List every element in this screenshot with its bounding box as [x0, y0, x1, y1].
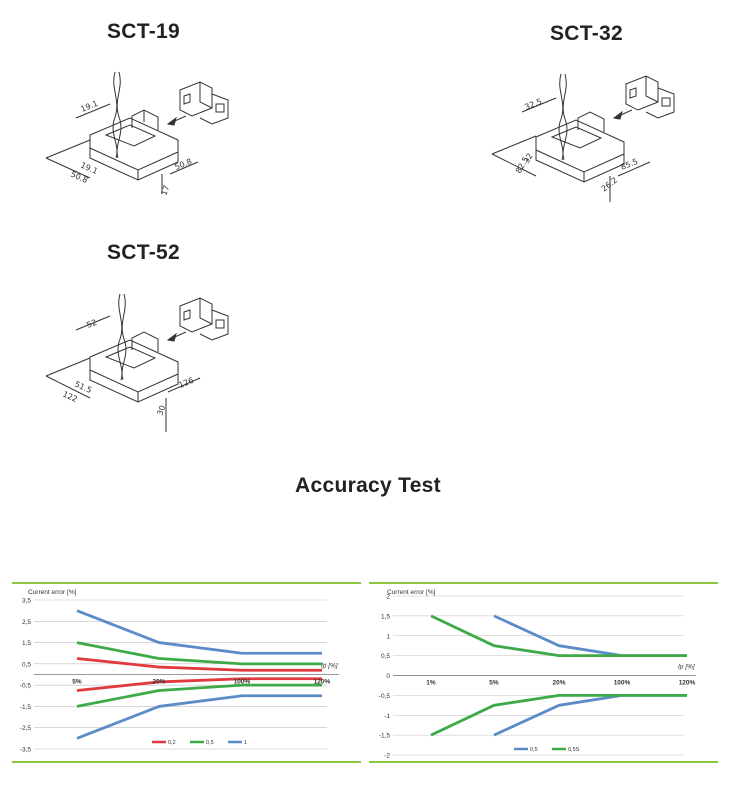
accuracy-chart-left: Current error [%] 3,5 2,5 1,5 0,5 -0,5 -1,5 -2,…: [12, 582, 361, 763]
chart-series-line: [76, 677, 322, 692]
product-title-sct52: SCT-52: [107, 241, 180, 264]
chart-series-line: [76, 609, 322, 655]
chart-x-tick-label: 100%: [234, 679, 251, 686]
sct52-dim-b: 51.5: [73, 380, 93, 395]
chart-y-tick-label: 0,5: [22, 661, 31, 668]
chart-y-tick-label: -3,5: [20, 747, 32, 754]
sct19-dim-d: 50.8: [173, 157, 193, 172]
sct32-dim-e: 26.2: [600, 176, 620, 194]
accuracy-chart-right: Current error [%]2 1,5 1 0,5 0 -0,5 -1 -1,5 -2 Ip…: [369, 582, 718, 763]
chart-y-tick-label: 0,5: [381, 653, 390, 660]
chart-series-line: [430, 693, 687, 737]
chart-y-tick-label: -0,5: [379, 693, 391, 700]
chart-y-tick-label: 1: [386, 633, 390, 640]
chart-y-tick-label: 3,5: [22, 598, 31, 605]
chart-series-line: [76, 683, 322, 708]
chart-y-tick-label: 1,5: [22, 640, 31, 647]
chart-legend-label: 0,5: [530, 747, 538, 753]
chart-y-tick-label: 1,5: [381, 613, 390, 620]
chart-series-line: [76, 641, 322, 666]
sct52-dim-c: 122: [61, 390, 79, 404]
sct19-dim-c: 50.8: [69, 170, 89, 185]
product-title-sct19: SCT-19: [107, 20, 180, 43]
chart-x-tick-label: 120%: [679, 680, 696, 687]
chart-y-tick-label: -1: [384, 713, 390, 720]
chart-xlabel: Ip [%]: [678, 664, 695, 671]
chart-series-line: [76, 694, 322, 740]
sct52-dim-e: 30: [155, 404, 167, 417]
sct19-dim-a: 19.1: [79, 99, 99, 114]
chart-y-tick-label: 2,5: [22, 619, 31, 626]
chart-x-tick-label: 5%: [489, 680, 499, 687]
chart-y-tick-label: 0: [386, 673, 390, 680]
product-title-sct32: SCT-32: [550, 22, 623, 45]
chart-ylabel: Current error [%]: [387, 589, 436, 596]
sct52-dim-d: 126: [177, 376, 195, 390]
chart-x-tick-label: 120%: [314, 679, 331, 686]
chart-legend-label: 0,5S: [568, 747, 580, 753]
chart-series-line: [76, 657, 322, 672]
chart-y-tick-label: -1,5: [20, 704, 32, 711]
chart-xlabel: Ip [%]: [321, 663, 338, 670]
accuracy-test-title: Accuracy Test: [295, 474, 441, 497]
chart-y-tick-label: -2,5: [20, 725, 32, 732]
chart-y-tick-label: -2: [384, 753, 390, 760]
chart-legend-label: 1: [244, 740, 247, 746]
sct32-dimension-drawing: 32.5 32 82.5 85.5 26.2: [491, 73, 675, 202]
chart-ylabel: Current error [%]: [28, 589, 77, 596]
sct19-dim-e: 17: [159, 184, 171, 197]
chart-y-tick-label: -1,5: [379, 733, 391, 740]
chart-legend-label: 0,2: [168, 740, 176, 746]
sct19-dimension-drawing: 19.1 19.1 50.8 50.8 17: [45, 71, 229, 197]
chart-y-tick-label: 2: [386, 594, 390, 601]
chart-y-tick-label: -0,5: [20, 683, 32, 690]
sct32-dim-d: 85.5: [619, 157, 639, 172]
chart-x-tick-label: 20%: [152, 679, 165, 686]
sct32-dim-a: 32.5: [523, 97, 543, 112]
chart-x-tick-label: 20%: [552, 680, 565, 687]
chart-series-line: [430, 614, 687, 658]
chart-x-tick-label: 5%: [72, 679, 82, 686]
sct32-dim-b: 32: [522, 152, 535, 165]
chart-legend-label: 0,5: [206, 740, 214, 746]
chart-x-tick-label: 100%: [614, 680, 631, 687]
sct52-dim-a: 52: [85, 318, 98, 330]
chart-x-tick-label: 1%: [426, 680, 436, 687]
sct52-dimension-drawing: 52 51.5 122 126 30: [45, 293, 229, 432]
